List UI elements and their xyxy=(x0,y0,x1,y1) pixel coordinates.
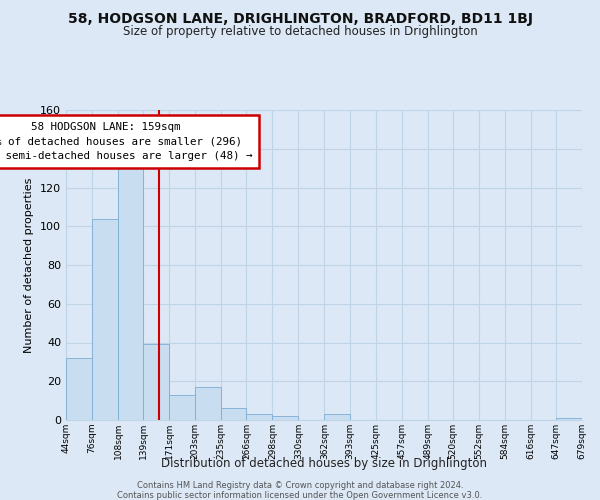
Bar xyxy=(143,344,169,420)
Bar xyxy=(221,408,247,420)
Bar xyxy=(66,358,92,420)
Y-axis label: Number of detached properties: Number of detached properties xyxy=(25,178,34,352)
Text: 58 HODGSON LANE: 159sqm
← 86% of detached houses are smaller (296)
14% of semi-d: 58 HODGSON LANE: 159sqm ← 86% of detache… xyxy=(0,122,252,161)
Text: 58, HODGSON LANE, DRIGHLINGTON, BRADFORD, BD11 1BJ: 58, HODGSON LANE, DRIGHLINGTON, BRADFORD… xyxy=(67,12,533,26)
Text: Size of property relative to detached houses in Drighlington: Size of property relative to detached ho… xyxy=(122,25,478,38)
Text: Contains HM Land Registry data © Crown copyright and database right 2024.: Contains HM Land Registry data © Crown c… xyxy=(137,481,463,490)
Bar xyxy=(272,416,298,420)
Bar xyxy=(325,414,350,420)
Text: Contains public sector information licensed under the Open Government Licence v3: Contains public sector information licen… xyxy=(118,491,482,500)
Bar xyxy=(118,166,143,420)
Bar xyxy=(556,418,582,420)
Bar xyxy=(169,395,195,420)
Bar xyxy=(92,218,118,420)
Bar xyxy=(247,414,272,420)
Bar xyxy=(195,387,221,420)
Text: Distribution of detached houses by size in Drighlington: Distribution of detached houses by size … xyxy=(161,458,487,470)
